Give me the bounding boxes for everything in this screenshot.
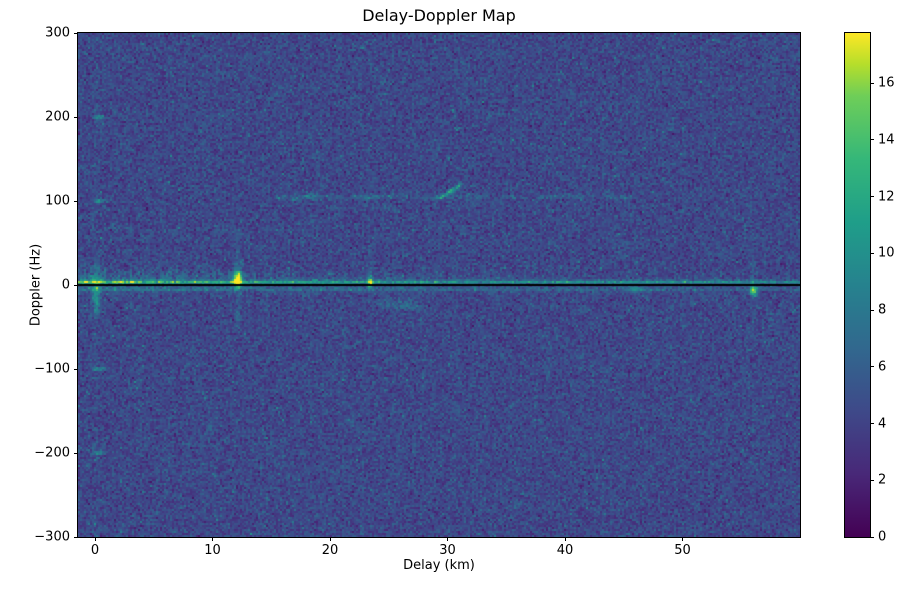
y-tick-mark bbox=[74, 116, 78, 118]
heatmap-canvas bbox=[77, 32, 801, 538]
x-tick-mark bbox=[329, 537, 331, 541]
colorbar-tick-label: 4 bbox=[878, 416, 887, 432]
y-tick-mark bbox=[74, 284, 78, 286]
x-tick-mark bbox=[212, 537, 214, 541]
colorbar-tick-mark bbox=[870, 139, 874, 141]
x-tick-mark bbox=[564, 537, 566, 541]
colorbar-tick-mark bbox=[870, 252, 874, 254]
x-tick-label: 20 bbox=[321, 543, 339, 558]
colorbar-tick-mark bbox=[870, 423, 874, 425]
x-tick-label: 40 bbox=[556, 543, 574, 558]
colorbar-tick-mark bbox=[870, 82, 874, 84]
y-tick-label: −300 bbox=[34, 529, 70, 545]
y-tick-label: 200 bbox=[45, 109, 70, 125]
x-tick-label: 30 bbox=[439, 543, 456, 558]
y-tick-label: 300 bbox=[45, 25, 70, 41]
y-tick-mark bbox=[74, 200, 78, 202]
colorbar-tick-label: 6 bbox=[878, 359, 887, 375]
y-tick-mark bbox=[74, 368, 78, 370]
x-tick-mark bbox=[94, 537, 96, 541]
y-tick-label: 0 bbox=[61, 277, 70, 293]
y-axis-label: Doppler (Hz) bbox=[28, 243, 44, 327]
colorbar bbox=[844, 32, 871, 538]
colorbar-tick-mark bbox=[870, 536, 874, 538]
y-tick-mark bbox=[74, 32, 78, 34]
colorbar-tick-label: 16 bbox=[878, 75, 895, 91]
x-tick-label: 0 bbox=[90, 543, 100, 558]
y-tick-mark bbox=[74, 536, 78, 538]
x-axis-label: Delay (km) bbox=[403, 558, 475, 573]
y-tick-mark bbox=[74, 452, 78, 454]
colorbar-tick-mark bbox=[870, 309, 874, 311]
x-tick-label: 10 bbox=[204, 543, 221, 558]
y-tick-label: −200 bbox=[34, 445, 70, 461]
x-tick-mark bbox=[447, 537, 449, 541]
y-tick-label: −100 bbox=[34, 361, 70, 377]
colorbar-tick-label: 2 bbox=[878, 472, 887, 488]
x-tick-mark bbox=[682, 537, 683, 541]
colorbar-tick-mark bbox=[870, 479, 874, 481]
colorbar-tick-mark bbox=[870, 196, 874, 198]
colorbar-tick-label: 10 bbox=[878, 245, 895, 261]
colorbar-tick-label: 14 bbox=[878, 132, 895, 148]
colorbar-tick-label: 8 bbox=[878, 302, 887, 318]
y-tick-label: 100 bbox=[45, 193, 70, 209]
page-title: Delay-Doppler Map bbox=[362, 6, 516, 25]
colorbar-tick-mark bbox=[870, 366, 874, 368]
colorbar-tick-label: 0 bbox=[878, 529, 887, 545]
x-tick-label: 50 bbox=[674, 543, 691, 558]
colorbar-tick-label: 12 bbox=[878, 189, 895, 205]
